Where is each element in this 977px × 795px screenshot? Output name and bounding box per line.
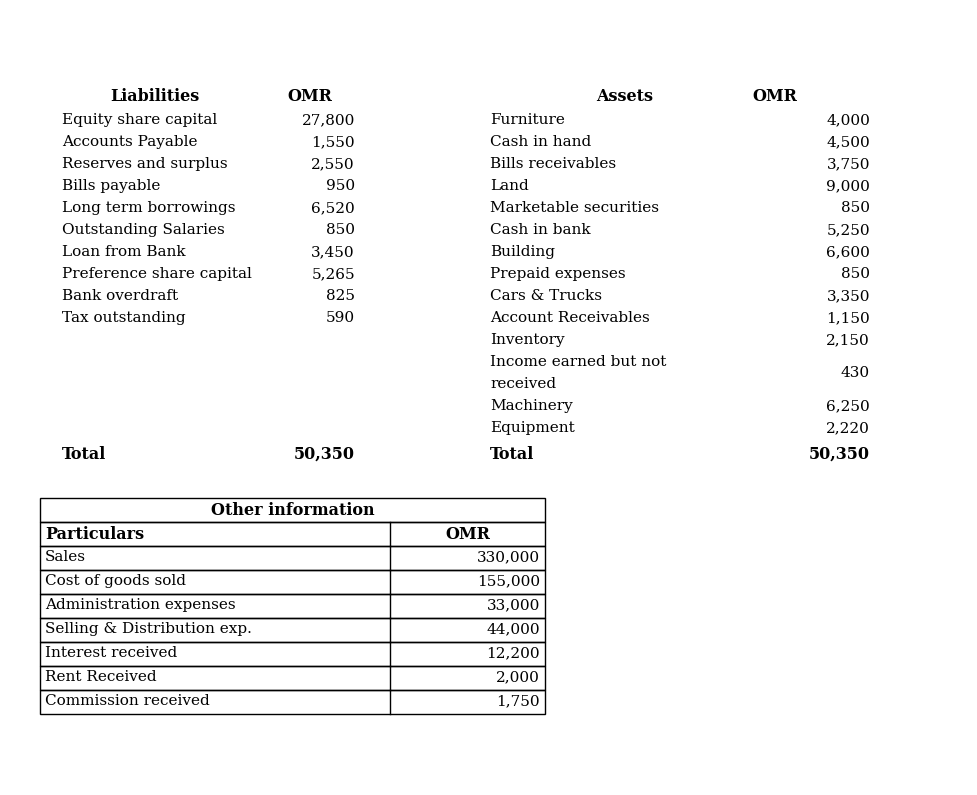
Text: Land: Land (489, 179, 529, 193)
Text: Particulars: Particulars (45, 526, 144, 543)
Text: 5,265: 5,265 (311, 267, 355, 281)
Text: Liabilities: Liabilities (110, 88, 199, 105)
Text: 330,000: 330,000 (477, 550, 539, 564)
Text: Equity share capital: Equity share capital (62, 113, 217, 127)
Text: 6,520: 6,520 (311, 201, 355, 215)
Text: Tax outstanding: Tax outstanding (62, 311, 186, 325)
Text: 4,500: 4,500 (826, 135, 870, 149)
Text: Other information: Other information (210, 502, 374, 519)
Text: 50,350: 50,350 (808, 446, 870, 463)
Text: Assets: Assets (596, 88, 653, 105)
Text: Building: Building (489, 245, 554, 259)
Text: 3,350: 3,350 (826, 289, 870, 303)
Text: 44,000: 44,000 (486, 622, 539, 636)
Text: Marketable securities: Marketable securities (489, 201, 658, 215)
Text: 6,600: 6,600 (826, 245, 870, 259)
Text: Accounts Payable: Accounts Payable (62, 135, 197, 149)
Text: Loan from Bank: Loan from Bank (62, 245, 186, 259)
Text: Account Receivables: Account Receivables (489, 311, 649, 325)
Text: 155,000: 155,000 (477, 574, 539, 588)
Text: 27,800: 27,800 (301, 113, 355, 127)
Text: 850: 850 (840, 267, 870, 281)
Text: Furniture: Furniture (489, 113, 565, 127)
Text: Cost of goods sold: Cost of goods sold (45, 574, 186, 588)
Text: Sales: Sales (45, 550, 86, 564)
Text: 2,000: 2,000 (495, 670, 539, 684)
Text: 2,150: 2,150 (826, 333, 870, 347)
Text: 3,750: 3,750 (826, 157, 870, 171)
Text: OMR: OMR (287, 88, 332, 105)
Text: Bank overdraft: Bank overdraft (62, 289, 178, 303)
Text: 50,350: 50,350 (294, 446, 355, 463)
Text: Machinery: Machinery (489, 399, 573, 413)
Text: 4,000: 4,000 (826, 113, 870, 127)
Text: 2,220: 2,220 (826, 421, 870, 435)
Text: OMR: OMR (445, 526, 489, 543)
Text: Total: Total (62, 446, 106, 463)
Text: 2,550: 2,550 (311, 157, 355, 171)
Text: OMR: OMR (751, 88, 796, 105)
Text: Outstanding Salaries: Outstanding Salaries (62, 223, 225, 237)
Text: Rent Received: Rent Received (45, 670, 156, 684)
Text: 6,250: 6,250 (826, 399, 870, 413)
Text: Selling & Distribution exp.: Selling & Distribution exp. (45, 622, 252, 636)
Text: 9,000: 9,000 (826, 179, 870, 193)
Text: Prepaid expenses: Prepaid expenses (489, 267, 625, 281)
Text: 5,250: 5,250 (826, 223, 870, 237)
Text: 33,000: 33,000 (487, 598, 539, 612)
Text: 1,150: 1,150 (826, 311, 870, 325)
Text: Reserves and surplus: Reserves and surplus (62, 157, 228, 171)
Text: Cars & Trucks: Cars & Trucks (489, 289, 602, 303)
Text: Inventory: Inventory (489, 333, 564, 347)
Text: 3,450: 3,450 (311, 245, 355, 259)
Text: 850: 850 (840, 201, 870, 215)
Text: 1,550: 1,550 (311, 135, 355, 149)
Text: 1,750: 1,750 (496, 694, 539, 708)
Text: 850: 850 (325, 223, 355, 237)
Text: Commission received: Commission received (45, 694, 209, 708)
Text: Interest received: Interest received (45, 646, 177, 660)
Text: Total: Total (489, 446, 533, 463)
Text: Cash in hand: Cash in hand (489, 135, 591, 149)
Text: 590: 590 (325, 311, 355, 325)
Text: Preference share capital: Preference share capital (62, 267, 252, 281)
Text: Cash in bank: Cash in bank (489, 223, 590, 237)
Text: Administration expenses: Administration expenses (45, 598, 235, 612)
Text: Long term borrowings: Long term borrowings (62, 201, 235, 215)
Text: received: received (489, 377, 556, 391)
Text: 430: 430 (840, 366, 870, 380)
Text: 950: 950 (325, 179, 355, 193)
Text: Equipment: Equipment (489, 421, 574, 435)
Text: 12,200: 12,200 (486, 646, 539, 660)
Text: Income earned but not: Income earned but not (489, 355, 665, 369)
Text: 825: 825 (325, 289, 355, 303)
Text: Bills payable: Bills payable (62, 179, 160, 193)
Text: Bills receivables: Bills receivables (489, 157, 616, 171)
